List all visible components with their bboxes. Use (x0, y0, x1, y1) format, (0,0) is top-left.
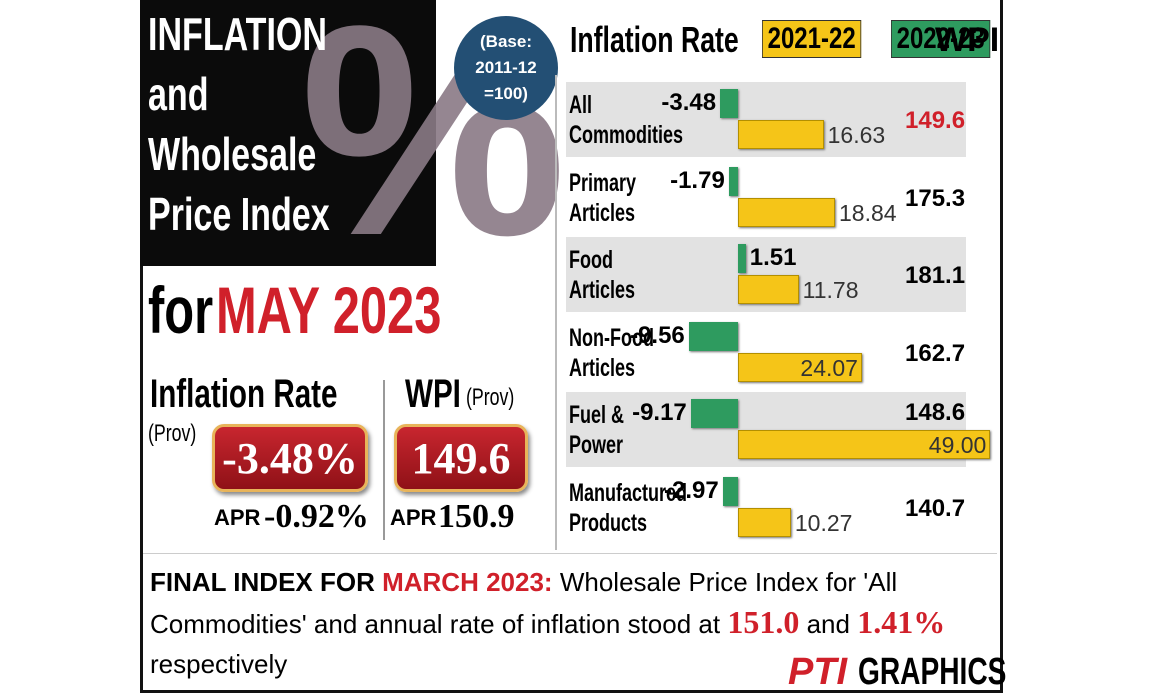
title-line: Wholesale (148, 128, 317, 180)
data-label: 1.51 (749, 244, 797, 272)
data-label: -9.56 (630, 321, 685, 349)
bar (738, 275, 799, 305)
chart-header: Inflation Rate 2021-22 2022-23 WPI (570, 20, 1019, 60)
wpi-header: WPI (935, 21, 1000, 59)
bar (738, 244, 746, 274)
bar (738, 197, 836, 227)
data-label: -9.17 (632, 399, 687, 427)
frame (140, 0, 1003, 693)
data-label: -2.97 (664, 477, 719, 504)
wpi-value: 148.6 (905, 399, 966, 427)
prov-note: (Prov) (148, 420, 197, 447)
wpi-value: 162.7 (905, 339, 966, 367)
bar (688, 321, 738, 351)
footer: FINAL INDEX FOR MARCH 2023: Wholesale Pr… (150, 562, 950, 684)
apr-label: APR (214, 505, 261, 530)
footer-period: MARCH 2023: (382, 567, 553, 597)
credit-brand: PTI (788, 651, 848, 693)
base-note: (Base: 2011-12 =100) (454, 16, 558, 120)
divider (555, 75, 557, 550)
data-label: 18.84 (839, 199, 897, 226)
title-line: Price Index (148, 188, 330, 240)
bar (738, 352, 862, 382)
wpi-label: WPI (405, 372, 461, 416)
bar (720, 89, 738, 118)
bar (738, 508, 791, 537)
category-label: Primary Articles (569, 168, 637, 227)
category-label: Fuel & Power (569, 401, 625, 460)
separator (143, 553, 997, 554)
category-label: Food Articles (569, 246, 636, 305)
apr-label: APR (390, 505, 437, 530)
wpi-value: 175.3 (905, 184, 966, 212)
bar (738, 120, 824, 149)
bar (690, 399, 738, 429)
for-label: for (148, 273, 214, 347)
apr-value: -0.92% (264, 498, 369, 535)
data-label: 24.07 (800, 354, 858, 381)
footer-tail: respectively (150, 649, 288, 679)
wpi-value: 181.1 (905, 262, 966, 290)
data-label: 10.27 (794, 510, 853, 536)
footer-lead: FINAL INDEX FOR (150, 567, 375, 597)
title-box (140, 0, 436, 266)
wpi-value: 149.6 (394, 424, 528, 492)
title-line: INFLATION (148, 8, 327, 60)
data-label: 16.63 (827, 122, 886, 148)
legend-item: 2021-22 (762, 20, 862, 58)
divider (383, 380, 385, 540)
inflation-value: -3.48% (212, 424, 368, 492)
footer-and: and (806, 609, 850, 639)
data-label: -1.79 (670, 166, 725, 194)
category-label: Manufactured Products (569, 479, 688, 537)
wpi-value: 140.7 (905, 495, 966, 522)
legend: 2021-22 2022-23 (762, 20, 1018, 58)
bar (728, 166, 738, 196)
data-label: -3.48 (661, 89, 717, 116)
apr-value: 150.9 (438, 498, 515, 535)
prov-note: (Prov) (466, 384, 515, 411)
period: MAY 2023 (216, 273, 442, 347)
footer-text: Wholesale Price Index for 'All Commoditi… (150, 567, 898, 639)
footer-index: 151.0 (727, 604, 800, 640)
bar (722, 477, 738, 506)
credit-label: GRAPHICS (857, 651, 1007, 693)
data-label: 49.00 (928, 432, 987, 459)
footer-rate: 1.41% (857, 604, 946, 640)
data-label: 11.78 (802, 277, 859, 304)
chart-title: Inflation Rate (570, 19, 739, 60)
inflation-label: Inflation Rate (150, 372, 338, 416)
wpi-value: 149.6 (905, 107, 966, 134)
bar (738, 430, 991, 460)
category-label: All Commodities (569, 91, 684, 149)
legend-item: 2022-23 (890, 20, 990, 58)
title-line: and (148, 68, 209, 120)
category-label: Non-Food Articles (569, 323, 654, 382)
